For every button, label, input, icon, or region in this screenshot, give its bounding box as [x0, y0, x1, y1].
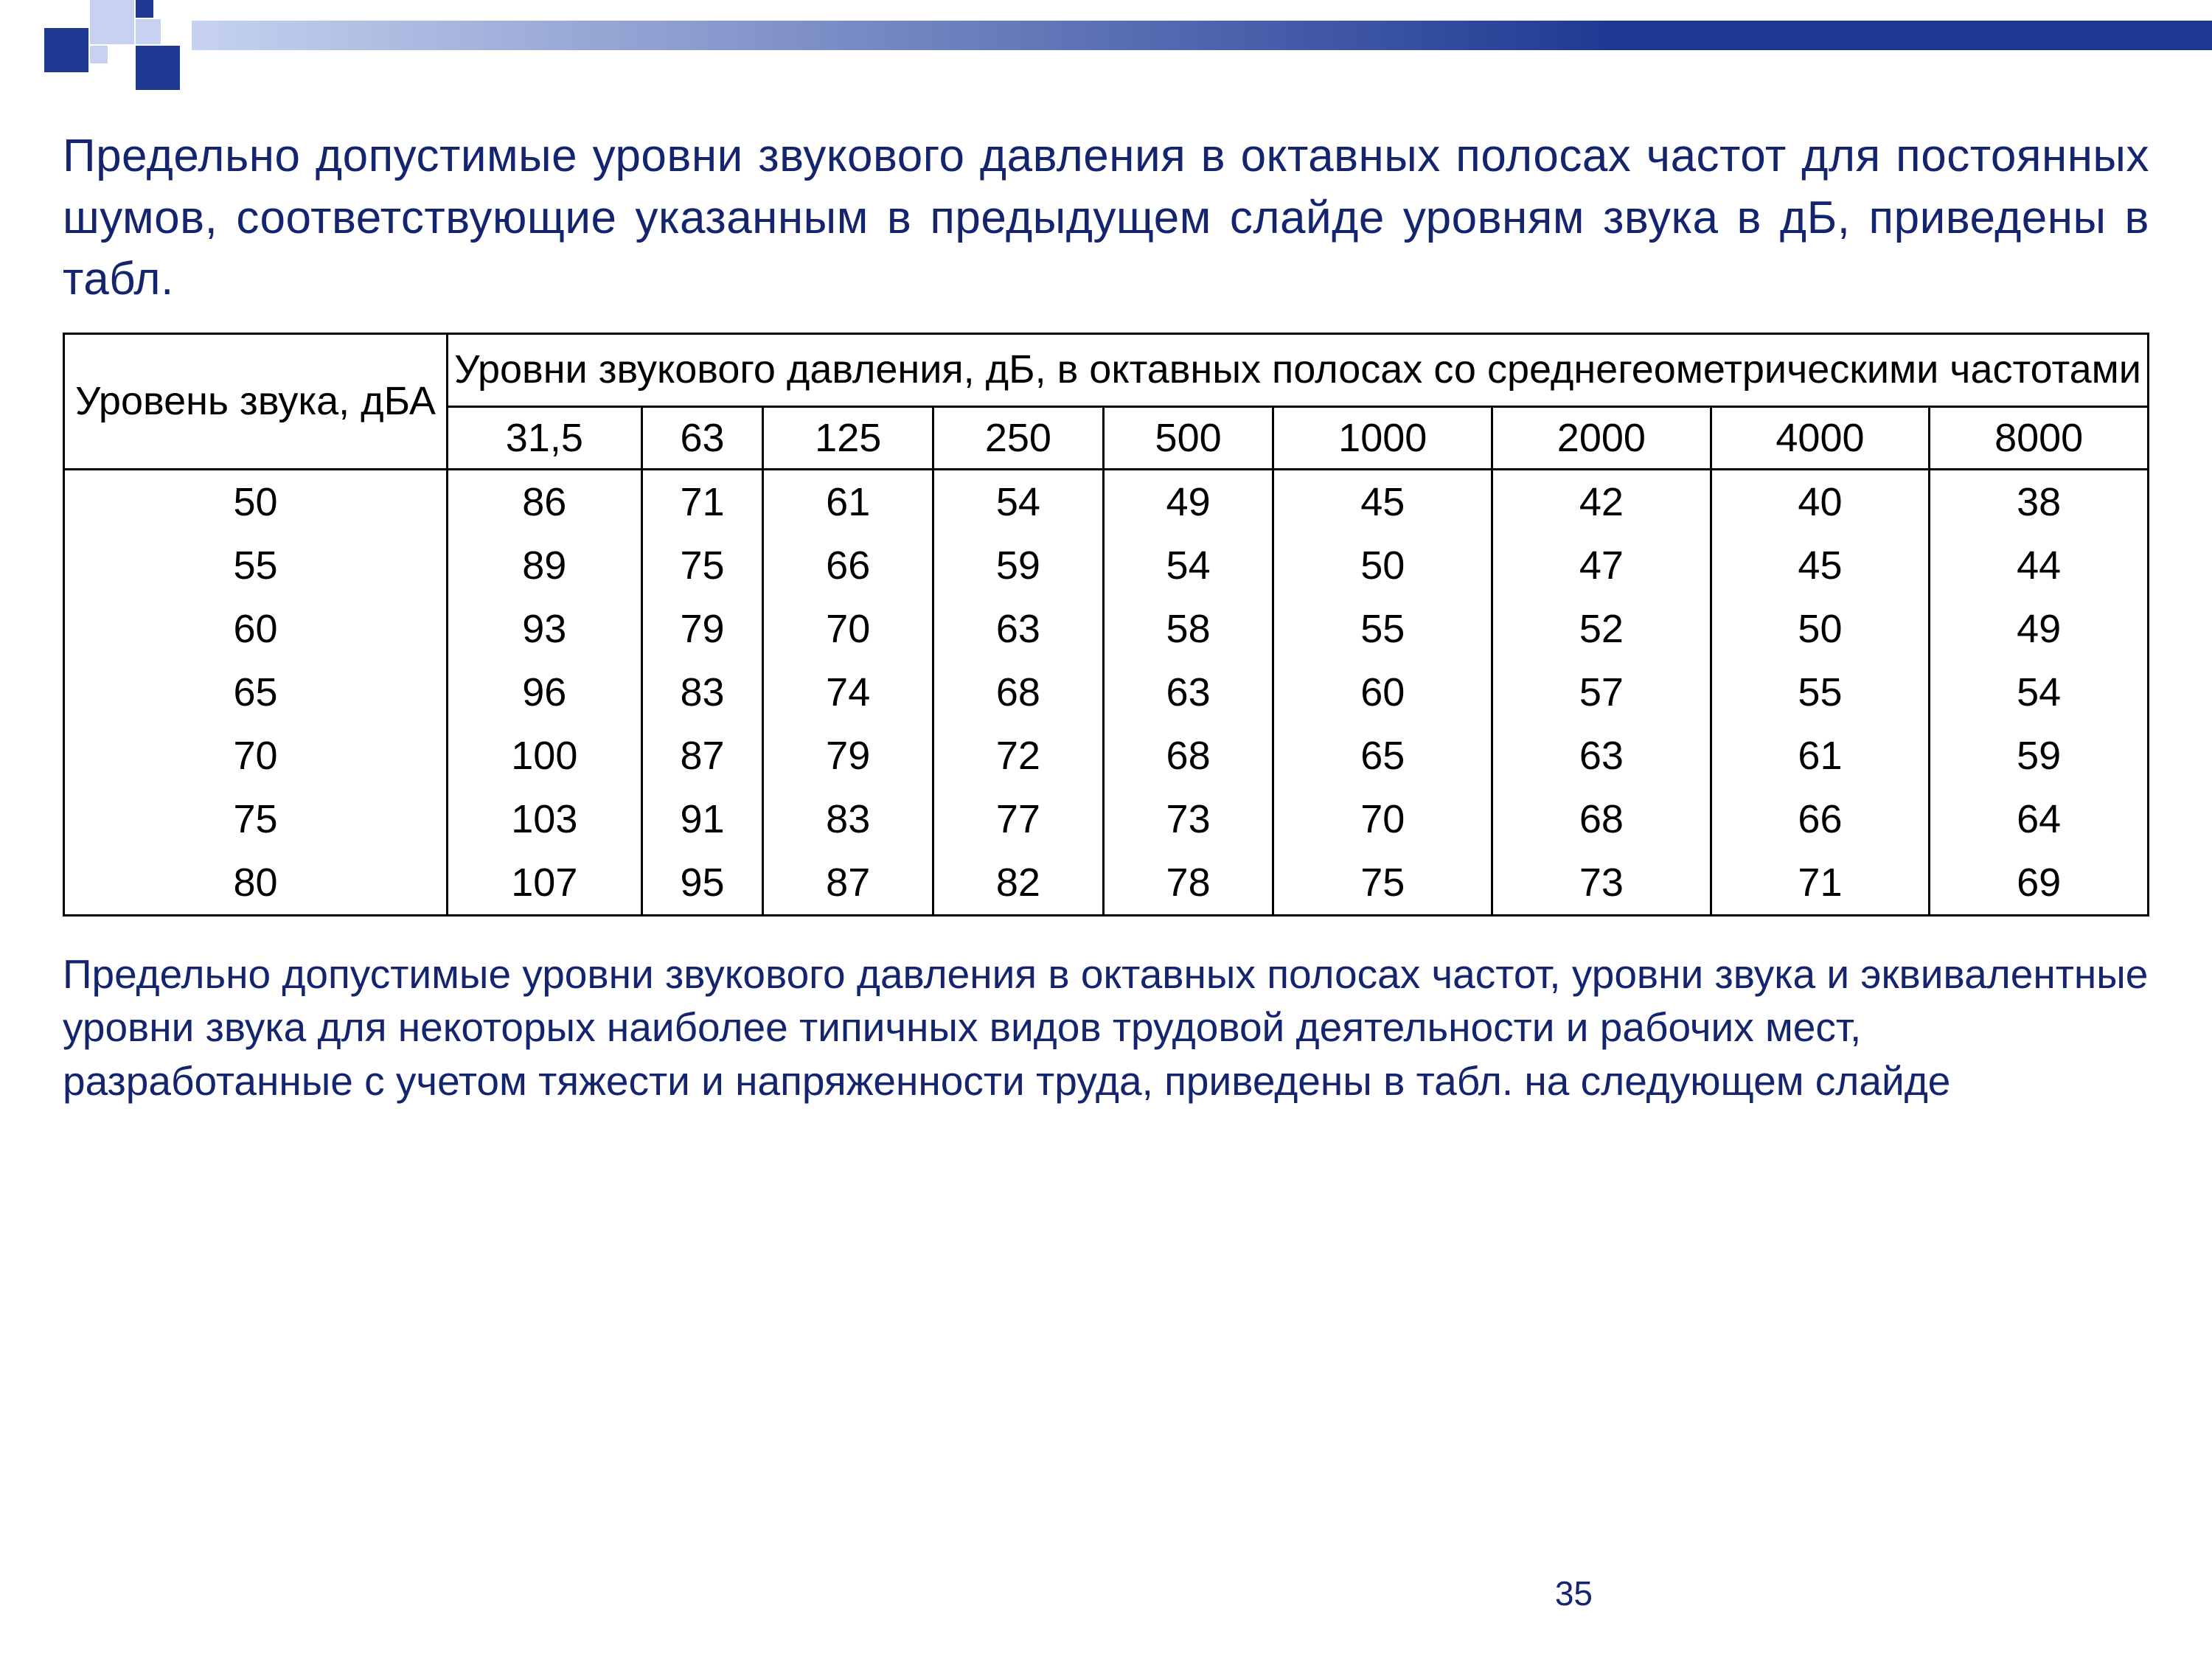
cell: 107	[448, 851, 642, 916]
table-row: 55 89 75 66 59 54 50 47 45 44	[64, 534, 2149, 597]
cell: 68	[1492, 787, 1711, 851]
cell: 72	[933, 724, 1104, 787]
cell: 82	[933, 851, 1104, 916]
cell: 38	[1930, 469, 2149, 534]
decoration-squares	[44, 0, 229, 88]
cell: 60	[1273, 661, 1492, 724]
cell: 83	[763, 787, 933, 851]
cell: 45	[1273, 469, 1492, 534]
table-row: 80 107 95 87 82 78 75 73 71 69	[64, 851, 2149, 916]
row-level: 65	[64, 661, 448, 724]
table-row: 75 103 91 83 77 73 70 68 66 64	[64, 787, 2149, 851]
span-header-label: Уровни звукового давления, дБ, в октавны…	[448, 334, 2149, 407]
table-row: 65 96 83 74 68 63 60 57 55 54	[64, 661, 2149, 724]
cell: 87	[641, 724, 763, 787]
table-row: 50 86 71 61 54 49 45 42 40 38	[64, 469, 2149, 534]
cell: 73	[1492, 851, 1711, 916]
row-level: 60	[64, 597, 448, 661]
cell: 63	[1492, 724, 1711, 787]
cell: 64	[1930, 787, 2149, 851]
cell: 74	[763, 661, 933, 724]
cell: 47	[1492, 534, 1711, 597]
cell: 70	[1273, 787, 1492, 851]
slide-footnote: Предельно допустимые уровни звукового да…	[63, 947, 2149, 1108]
cell: 49	[1103, 469, 1273, 534]
cell: 61	[763, 469, 933, 534]
cell: 59	[1930, 724, 2149, 787]
cell: 63	[933, 597, 1104, 661]
cell: 44	[1930, 534, 2149, 597]
cell: 54	[933, 469, 1104, 534]
cell: 55	[1711, 661, 1930, 724]
cell: 61	[1711, 724, 1930, 787]
cell: 65	[1273, 724, 1492, 787]
cell: 75	[641, 534, 763, 597]
table-body: 50 86 71 61 54 49 45 42 40 38 55 89 75 6…	[64, 469, 2149, 915]
cell: 54	[1930, 661, 2149, 724]
cell: 73	[1103, 787, 1273, 851]
freq-col: 31,5	[448, 406, 642, 469]
cell: 79	[641, 597, 763, 661]
freq-col: 8000	[1930, 406, 2149, 469]
cell: 77	[933, 787, 1104, 851]
cell: 66	[1711, 787, 1930, 851]
cell: 79	[763, 724, 933, 787]
cell: 63	[1103, 661, 1273, 724]
slide-body: Предельно допустимые уровни звукового да…	[63, 125, 2149, 1630]
cell: 70	[763, 597, 933, 661]
table-row: 70 100 87 79 72 68 65 63 61 59	[64, 724, 2149, 787]
row-level: 55	[64, 534, 448, 597]
freq-col: 2000	[1492, 406, 1711, 469]
cell: 91	[641, 787, 763, 851]
cell: 54	[1103, 534, 1273, 597]
freq-col: 4000	[1711, 406, 1930, 469]
sound-pressure-table: Уровень звука, дБА Уровни звукового давл…	[63, 333, 2149, 917]
cell: 83	[641, 661, 763, 724]
cell: 52	[1492, 597, 1711, 661]
cell: 103	[448, 787, 642, 851]
cell: 58	[1103, 597, 1273, 661]
cell: 93	[448, 597, 642, 661]
slide-title: Предельно допустимые уровни звукового да…	[63, 125, 2149, 310]
cell: 45	[1711, 534, 1930, 597]
cell: 95	[641, 851, 763, 916]
freq-col: 125	[763, 406, 933, 469]
freq-col: 250	[933, 406, 1104, 469]
freq-col: 500	[1103, 406, 1273, 469]
row-level: 80	[64, 851, 448, 916]
cell: 89	[448, 534, 642, 597]
cell: 100	[448, 724, 642, 787]
row-level: 75	[64, 787, 448, 851]
cell: 50	[1711, 597, 1930, 661]
cell: 71	[1711, 851, 1930, 916]
table-row: 60 93 79 70 63 58 55 52 50 49	[64, 597, 2149, 661]
row-level: 70	[64, 724, 448, 787]
cell: 49	[1930, 597, 2149, 661]
slide-decoration	[0, 0, 2212, 65]
row-level: 50	[64, 469, 448, 534]
cell: 71	[641, 469, 763, 534]
cell: 40	[1711, 469, 1930, 534]
cell: 68	[933, 661, 1104, 724]
cell: 68	[1103, 724, 1273, 787]
freq-col: 63	[641, 406, 763, 469]
cell: 75	[1273, 851, 1492, 916]
cell: 57	[1492, 661, 1711, 724]
cell: 86	[448, 469, 642, 534]
cell: 42	[1492, 469, 1711, 534]
page-number: 35	[1555, 1573, 1593, 1613]
freq-col: 1000	[1273, 406, 1492, 469]
cell: 50	[1273, 534, 1492, 597]
cell: 69	[1930, 851, 2149, 916]
cell: 55	[1273, 597, 1492, 661]
cell: 59	[933, 534, 1104, 597]
cell: 78	[1103, 851, 1273, 916]
row-header-label: Уровень звука, дБА	[64, 334, 448, 470]
cell: 66	[763, 534, 933, 597]
table-head: Уровень звука, дБА Уровни звукового давл…	[64, 334, 2149, 470]
decoration-gradient-bar	[192, 21, 2212, 50]
cell: 96	[448, 661, 642, 724]
cell: 87	[763, 851, 933, 916]
